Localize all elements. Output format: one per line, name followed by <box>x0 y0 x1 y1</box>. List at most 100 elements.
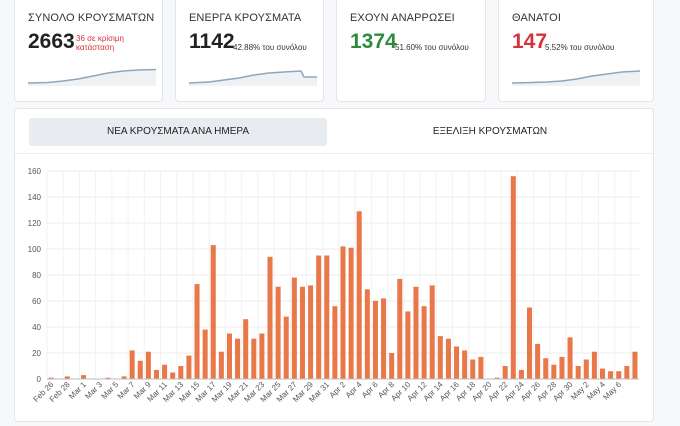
bar <box>64 376 70 379</box>
bar <box>575 366 581 379</box>
critical-note: 36 σε κρίσιμη κατάσταση <box>76 34 124 52</box>
bar <box>267 256 273 379</box>
bar <box>218 351 224 379</box>
bar <box>551 364 557 379</box>
bar <box>251 338 257 379</box>
y-tick-label: 120 <box>28 219 42 228</box>
bar <box>535 343 541 379</box>
bar <box>470 359 476 379</box>
y-tick-label: 40 <box>32 323 41 332</box>
card-note: 5.52% του συνόλου <box>545 43 615 52</box>
bar <box>145 351 151 379</box>
bar <box>332 306 338 379</box>
tab-case-evolution[interactable]: ΕΞΕΛΙΞΗ ΚΡΟΥΣΜΑΤΩΝ <box>432 126 548 137</box>
y-tick-label: 0 <box>37 375 42 384</box>
y-tick-label: 140 <box>28 193 42 202</box>
card-title: ΕΧΟΥΝ ΑΝΑΡΡΩΣΕΙ <box>350 12 455 24</box>
bar <box>381 298 387 379</box>
bar <box>405 311 411 379</box>
bar <box>186 355 192 379</box>
bar <box>226 333 232 379</box>
bar <box>80 375 87 379</box>
sparkline-deaths <box>512 70 641 86</box>
x-tick-label: May 6 <box>601 380 623 402</box>
bar <box>129 350 135 379</box>
bar <box>397 278 403 379</box>
card-title: ΘΑΝΑΤΟΙ <box>512 12 561 24</box>
bar <box>494 377 500 379</box>
bar <box>243 319 249 379</box>
card-value: 147 <box>512 30 548 53</box>
y-tick-label: 20 <box>32 349 41 358</box>
y-tick-label: 80 <box>32 271 41 280</box>
bar <box>608 371 614 379</box>
x-tick-label: Apr 2 <box>328 380 348 400</box>
x-tick-label: Apr 6 <box>360 380 380 400</box>
bar <box>356 211 362 379</box>
bar <box>413 286 419 379</box>
bar <box>624 366 630 379</box>
bar <box>454 346 460 379</box>
bar <box>348 247 354 379</box>
y-tick-label: 60 <box>32 297 41 306</box>
bar <box>308 285 314 379</box>
card-title: ΕΝΕΡΓΑ ΚΡΟΥΣΜΑΤΑ <box>189 12 302 24</box>
bar <box>299 286 305 379</box>
stats-cards: ΣΥΝΟΛΟ ΚΡΟΥΣΜΑΤΩΝ 2663 36 σε κρίσιμη κατ… <box>14 0 654 102</box>
bar <box>137 360 143 379</box>
bar <box>632 351 638 379</box>
bar <box>591 351 597 379</box>
bar <box>105 377 111 379</box>
x-tick-label: Apr 4 <box>344 380 364 400</box>
bar <box>559 356 565 379</box>
card-total-cases: ΣΥΝΟΛΟ ΚΡΟΥΣΜΑΤΩΝ 2663 36 σε κρίσιμη κατ… <box>14 0 163 102</box>
bar <box>259 333 265 379</box>
bar <box>48 377 54 379</box>
bar <box>340 246 346 379</box>
y-tick-label: 100 <box>28 245 42 254</box>
bar <box>153 369 159 379</box>
bar <box>429 285 435 379</box>
bar <box>178 366 184 379</box>
bar <box>202 329 208 379</box>
bar <box>291 277 297 379</box>
bar <box>478 356 484 379</box>
bar <box>275 286 281 379</box>
bar <box>372 301 378 379</box>
bar <box>543 358 549 379</box>
bar <box>502 366 508 379</box>
bar <box>527 307 533 379</box>
card-value: 2663 <box>28 30 75 53</box>
bar <box>421 306 427 379</box>
tab-daily-cases[interactable]: ΝΕΑ ΚΡΟΥΣΜΑΤΑ ΑΝΑ ΗΜΕΡΑ <box>29 118 327 146</box>
sparkline-active <box>189 70 317 86</box>
bar <box>510 176 516 379</box>
bar <box>210 245 216 379</box>
card-recovered: ΕΧΟΥΝ ΑΝΑΡΡΩΣΕΙ 1374 51.60% του συνόλου <box>336 0 486 102</box>
tab-divider <box>15 153 653 154</box>
bar <box>283 316 289 379</box>
bar <box>518 369 524 379</box>
bar <box>316 255 322 379</box>
bar <box>324 255 330 379</box>
card-note: 42.88% του συνόλου <box>233 43 307 52</box>
bar <box>583 359 589 379</box>
bar <box>364 289 370 379</box>
chart-panel: ΝΕΑ ΚΡΟΥΣΜΑΤΑ ΑΝΑ ΗΜΕΡΑ ΕΞΕΛΙΞΗ ΚΡΟΥΣΜΑΤ… <box>14 108 654 422</box>
bar <box>437 336 443 379</box>
bar <box>445 338 451 379</box>
bar <box>235 338 241 379</box>
y-tick-label: 160 <box>28 167 42 176</box>
card-value: 1374 <box>350 30 397 53</box>
card-value: 1142 <box>189 30 235 53</box>
bar <box>567 337 573 379</box>
bar <box>462 350 468 379</box>
card-note: 51.60% του συνόλου <box>395 43 469 52</box>
bar <box>599 368 606 379</box>
bar <box>389 353 395 379</box>
bar <box>194 284 200 379</box>
bar <box>121 376 127 379</box>
card-title: ΣΥΝΟΛΟ ΚΡΟΥΣΜΑΤΩΝ <box>28 12 155 24</box>
bar <box>162 364 168 379</box>
